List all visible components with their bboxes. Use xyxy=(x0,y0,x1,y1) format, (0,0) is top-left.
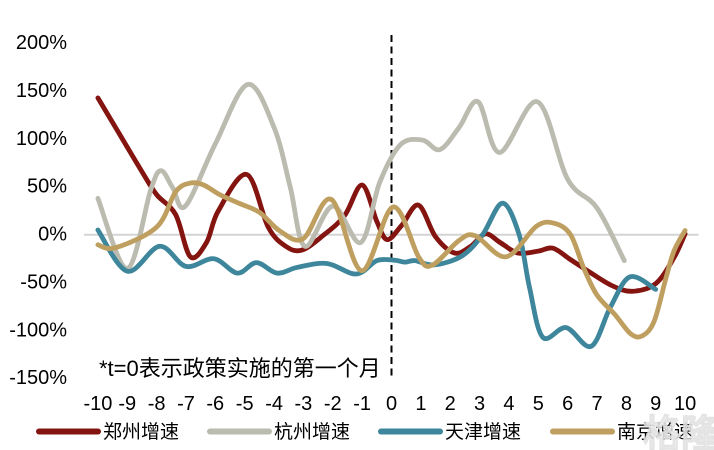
svg-text:8: 8 xyxy=(621,393,632,415)
svg-text:6: 6 xyxy=(562,393,573,415)
svg-text:3: 3 xyxy=(474,393,485,415)
svg-text:-9: -9 xyxy=(118,393,136,415)
svg-text:-1: -1 xyxy=(353,393,371,415)
svg-text:5: 5 xyxy=(533,393,544,415)
svg-text:-5: -5 xyxy=(236,393,254,415)
svg-text:150%: 150% xyxy=(16,80,67,102)
svg-text:-150%: -150% xyxy=(9,367,67,389)
svg-text:-3: -3 xyxy=(295,393,313,415)
svg-text:天津增速: 天津增速 xyxy=(445,421,521,443)
svg-text:0%: 0% xyxy=(38,224,67,246)
svg-text:0: 0 xyxy=(386,393,397,415)
svg-text:7: 7 xyxy=(591,393,602,415)
svg-text:-7: -7 xyxy=(177,393,195,415)
svg-text:杭州增速: 杭州增速 xyxy=(274,421,350,443)
svg-text:-8: -8 xyxy=(148,393,166,415)
svg-text:10: 10 xyxy=(674,393,696,415)
svg-text:9: 9 xyxy=(650,393,661,415)
svg-text:-2: -2 xyxy=(324,393,342,415)
svg-text:50%: 50% xyxy=(27,176,67,198)
svg-text:-10: -10 xyxy=(83,393,112,415)
svg-text:南京增速: 南京增速 xyxy=(617,421,693,443)
svg-text:-6: -6 xyxy=(206,393,224,415)
svg-text:郑州增速: 郑州增速 xyxy=(103,421,179,443)
svg-text:-50%: -50% xyxy=(20,271,67,293)
svg-text:200%: 200% xyxy=(16,32,67,54)
svg-text:2: 2 xyxy=(445,393,456,415)
svg-text:*t=0表示政策实施的第一个月: *t=0表示政策实施的第一个月 xyxy=(99,356,381,381)
svg-text:100%: 100% xyxy=(16,128,67,150)
svg-text:-4: -4 xyxy=(265,393,283,415)
svg-text:格隆汇: 格隆汇 xyxy=(643,414,714,450)
svg-text:-100%: -100% xyxy=(9,319,67,341)
svg-text:4: 4 xyxy=(503,393,514,415)
svg-text:1: 1 xyxy=(415,393,426,415)
